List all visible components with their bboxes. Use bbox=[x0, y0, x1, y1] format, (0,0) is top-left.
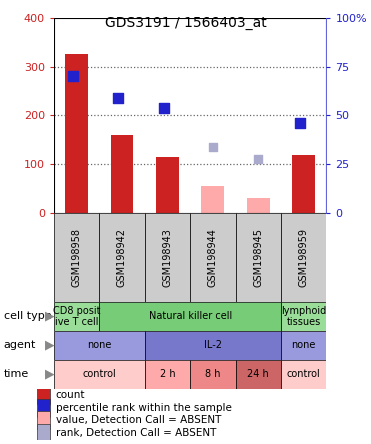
Bar bbox=[281, 360, 326, 388]
Text: 2 h: 2 h bbox=[160, 369, 175, 379]
Text: GSM198945: GSM198945 bbox=[253, 228, 263, 287]
Text: CD8 posit
ive T cell: CD8 posit ive T cell bbox=[53, 305, 100, 327]
Bar bbox=[281, 302, 326, 331]
Bar bbox=[292, 155, 315, 213]
Text: agent: agent bbox=[4, 340, 36, 350]
Text: time: time bbox=[4, 369, 29, 379]
Bar bbox=[37, 412, 50, 429]
Bar bbox=[99, 213, 145, 302]
Bar bbox=[37, 424, 50, 442]
Text: control: control bbox=[82, 369, 116, 379]
Bar bbox=[190, 213, 236, 302]
Text: 24 h: 24 h bbox=[247, 369, 269, 379]
Bar bbox=[145, 331, 281, 360]
Point bbox=[70, 73, 76, 80]
Bar bbox=[65, 55, 88, 213]
Text: ▶: ▶ bbox=[45, 368, 55, 381]
Bar bbox=[54, 302, 99, 331]
Text: GSM198944: GSM198944 bbox=[208, 228, 218, 287]
Point bbox=[161, 105, 167, 112]
Point bbox=[115, 95, 121, 102]
Text: control: control bbox=[287, 369, 321, 379]
Bar bbox=[54, 360, 145, 388]
Text: ▶: ▶ bbox=[45, 339, 55, 352]
Text: GSM198959: GSM198959 bbox=[299, 228, 309, 287]
Text: cell type: cell type bbox=[4, 311, 51, 321]
Text: percentile rank within the sample: percentile rank within the sample bbox=[56, 403, 232, 412]
Text: Natural killer cell: Natural killer cell bbox=[148, 311, 232, 321]
Point bbox=[297, 119, 303, 127]
Bar bbox=[247, 198, 270, 213]
Bar bbox=[54, 18, 326, 213]
Bar bbox=[54, 213, 99, 302]
Bar bbox=[145, 213, 190, 302]
Text: count: count bbox=[56, 390, 85, 400]
Text: 8 h: 8 h bbox=[205, 369, 221, 379]
Bar bbox=[54, 331, 145, 360]
Point bbox=[210, 144, 216, 151]
Text: GDS3191 / 1566403_at: GDS3191 / 1566403_at bbox=[105, 16, 266, 30]
Bar bbox=[236, 213, 281, 302]
Text: lymphoid
tissues: lymphoid tissues bbox=[281, 305, 326, 327]
Bar bbox=[156, 157, 179, 213]
Text: none: none bbox=[292, 340, 316, 350]
Bar bbox=[281, 331, 326, 360]
Bar bbox=[99, 302, 281, 331]
Text: ▶: ▶ bbox=[45, 310, 55, 323]
Text: IL-2: IL-2 bbox=[204, 340, 222, 350]
Bar bbox=[37, 386, 50, 404]
Bar bbox=[145, 360, 190, 388]
Bar bbox=[111, 135, 133, 213]
Bar bbox=[236, 360, 281, 388]
Text: rank, Detection Call = ABSENT: rank, Detection Call = ABSENT bbox=[56, 428, 216, 438]
Text: GSM198958: GSM198958 bbox=[72, 228, 82, 287]
Text: value, Detection Call = ABSENT: value, Detection Call = ABSENT bbox=[56, 416, 221, 425]
Text: GSM198943: GSM198943 bbox=[162, 228, 173, 287]
Point bbox=[255, 156, 261, 163]
Text: GSM198942: GSM198942 bbox=[117, 228, 127, 287]
Bar bbox=[190, 360, 236, 388]
Text: none: none bbox=[87, 340, 111, 350]
Bar bbox=[37, 399, 50, 416]
Bar bbox=[201, 186, 224, 213]
Bar bbox=[281, 213, 326, 302]
